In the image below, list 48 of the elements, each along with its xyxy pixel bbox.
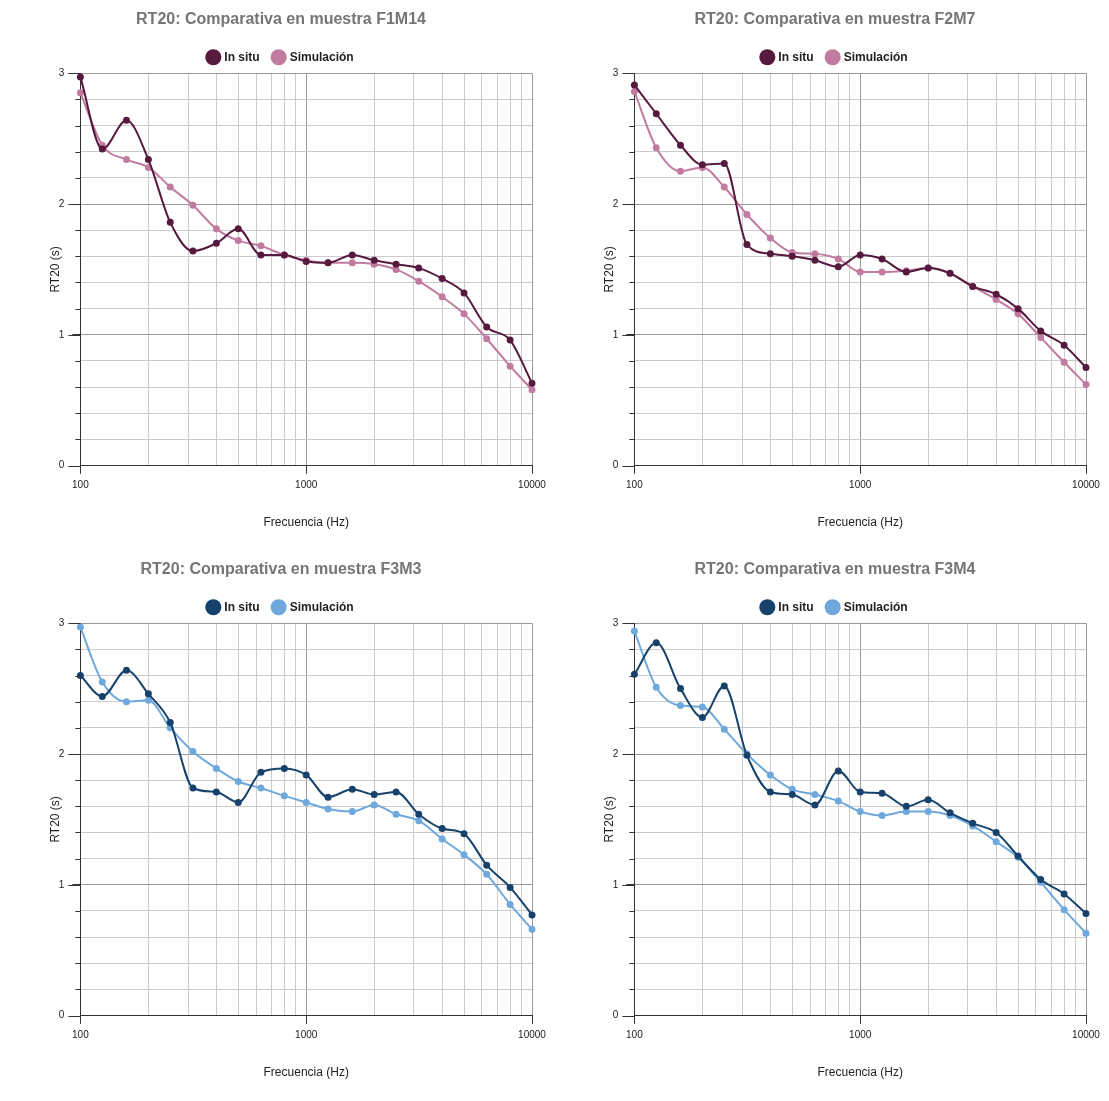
- x-tick-label: 1000: [849, 479, 872, 491]
- x-tick-label: 1000: [849, 1029, 872, 1041]
- x-tick-label: 10000: [1072, 1029, 1101, 1041]
- y-tick-label: 0: [612, 1009, 619, 1021]
- y-tick-label: 3: [612, 616, 619, 628]
- legend-label: Simulación: [843, 599, 908, 614]
- x-axis-title: Frecuencia (Hz): [263, 515, 349, 530]
- chart-title: RT20: Comparativa en muestra F3M3: [140, 560, 422, 578]
- y-axis-title: RT20 (s): [601, 246, 616, 293]
- y-tick-label: 2: [612, 197, 619, 209]
- x-tick-label: 100: [72, 1029, 90, 1041]
- legend-label: In situ: [778, 599, 814, 614]
- chart-title: RT20: Comparativa en muestra F2M7: [694, 10, 976, 28]
- chart-title: RT20: Comparativa en muestra F3M4: [694, 560, 976, 578]
- legend-label: In situ: [778, 49, 814, 64]
- x-tick-label: 100: [72, 479, 90, 491]
- x-tick-label: 100: [626, 1029, 644, 1041]
- legend-label: Simulación: [843, 49, 908, 64]
- y-tick-label: 1: [58, 328, 65, 340]
- x-axis-title: Frecuencia (Hz): [817, 515, 903, 530]
- y-tick-label: 3: [58, 66, 65, 78]
- x-tick-label: 100: [626, 479, 644, 491]
- legend-label: In situ: [224, 49, 260, 64]
- y-tick-label: 2: [612, 747, 619, 759]
- y-axis-title: RT20 (s): [47, 796, 62, 843]
- x-tick-label: 10000: [518, 479, 547, 491]
- y-tick-label: 2: [58, 747, 65, 759]
- x-axis-title: Frecuencia (Hz): [817, 1065, 903, 1080]
- x-tick-label: 10000: [518, 1029, 547, 1041]
- y-axis-title: RT20 (s): [47, 246, 62, 293]
- legend-label: Simulación: [289, 49, 354, 64]
- x-axis-title: Frecuencia (Hz): [263, 1065, 349, 1080]
- y-tick-label: 1: [612, 878, 619, 890]
- y-tick-label: 3: [58, 616, 65, 628]
- y-tick-label: 3: [612, 66, 619, 78]
- y-tick-label: 0: [58, 459, 65, 471]
- y-axis-title: RT20 (s): [601, 796, 616, 843]
- legend-label: Simulación: [289, 599, 354, 614]
- y-tick-label: 0: [58, 1009, 65, 1021]
- y-tick-label: 0: [612, 459, 619, 471]
- y-tick-label: 1: [58, 878, 65, 890]
- y-tick-label: 2: [58, 197, 65, 209]
- legend-label: In situ: [224, 599, 260, 614]
- y-tick-label: 1: [612, 328, 619, 340]
- x-tick-label: 1000: [295, 1029, 318, 1041]
- x-tick-label: 10000: [1072, 479, 1101, 491]
- x-tick-label: 1000: [295, 479, 318, 491]
- chart-title: RT20: Comparativa en muestra F1M14: [136, 10, 427, 28]
